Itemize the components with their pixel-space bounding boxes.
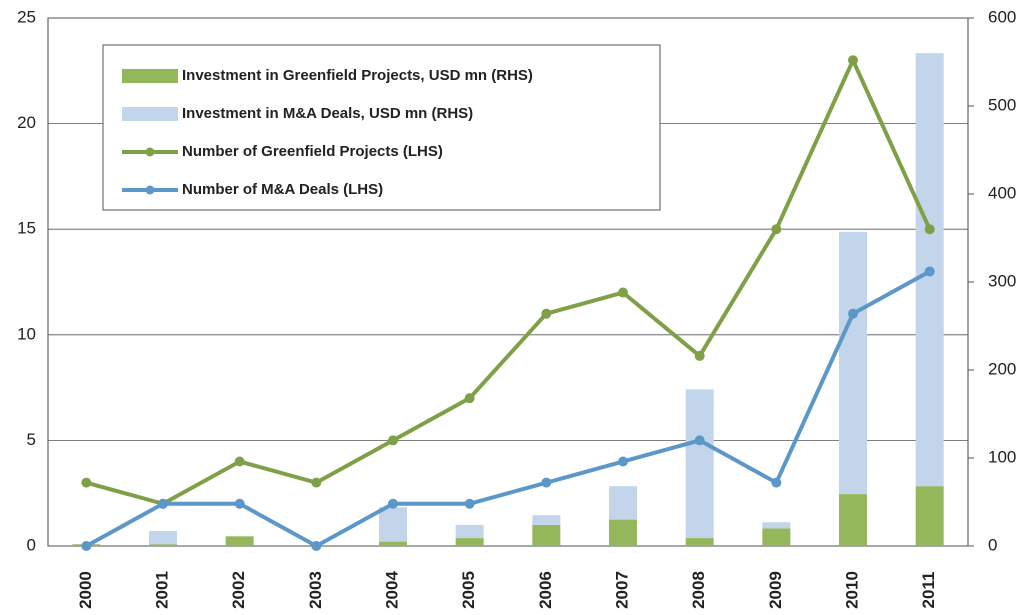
legend-marker: [145, 147, 155, 157]
marker: [618, 287, 628, 298]
bar: [609, 519, 637, 546]
marker: [694, 435, 705, 446]
marker: [311, 477, 322, 488]
x-tick-label: 2010: [842, 571, 861, 609]
y-tick-label: 20: [17, 113, 36, 132]
y2-tick-label: 200: [988, 359, 1016, 378]
bar: [379, 507, 407, 542]
bar: [685, 538, 714, 546]
x-tick-label: 2002: [229, 571, 248, 609]
x-tick-label: 2000: [76, 571, 95, 609]
line: [85, 55, 932, 506]
x-tick-label: 2005: [459, 571, 478, 609]
bar: [762, 522, 791, 529]
y-tick-label: 5: [27, 430, 36, 449]
marker: [848, 308, 858, 319]
bar: [455, 538, 484, 546]
y-tick-label: 25: [17, 7, 36, 26]
y2-tick-label: 500: [988, 95, 1016, 114]
x-tick-label: 2001: [152, 571, 171, 609]
marker: [464, 393, 475, 404]
marker: [388, 435, 398, 446]
y2-tick-label: 600: [988, 7, 1016, 26]
marker: [924, 224, 935, 235]
x-tick-label: 2011: [919, 572, 938, 609]
bar: [762, 528, 791, 546]
marker: [541, 308, 552, 319]
bar: [532, 524, 561, 546]
x-tick-label: 2009: [766, 571, 785, 609]
marker: [694, 350, 705, 361]
bar: [225, 536, 254, 546]
bar: [149, 531, 177, 545]
marker: [771, 224, 782, 235]
x-tick-label: 2008: [689, 571, 708, 609]
marker: [81, 477, 92, 488]
bar: [532, 515, 561, 525]
bar: [839, 494, 867, 546]
legend: [102, 44, 661, 211]
marker: [541, 477, 552, 488]
y-tick-label: 15: [17, 219, 36, 238]
bar: [685, 389, 714, 539]
marker: [618, 456, 628, 467]
legend-marker: [145, 185, 155, 195]
marker: [388, 498, 398, 509]
bar: [379, 541, 407, 546]
x-tick-label: 2007: [612, 571, 631, 609]
legend-label: Investment in M&A Deals, USD mn (RHS): [182, 105, 473, 122]
legend-swatch: [122, 107, 178, 121]
bar: [915, 486, 944, 546]
bar: [839, 231, 867, 495]
marker: [234, 498, 245, 509]
marker: [464, 498, 475, 509]
line: [85, 269, 931, 549]
bar: [609, 486, 637, 520]
y2-tick-label: 400: [988, 183, 1016, 202]
y2-tick-label: 0: [988, 535, 997, 554]
marker: [771, 477, 782, 488]
y-tick-label: 0: [27, 535, 36, 554]
y2-tick-label: 100: [988, 447, 1016, 466]
x-tick-label: 2004: [382, 571, 401, 609]
x-tick-label: 2006: [536, 571, 555, 609]
marker: [158, 498, 168, 509]
legend-label: Number of M&A Deals (LHS): [182, 181, 383, 198]
marker: [848, 55, 858, 66]
y-tick-label: 10: [17, 324, 36, 343]
marker: [924, 266, 935, 277]
x-tick-label: 2003: [306, 571, 325, 609]
marker: [234, 456, 245, 467]
legend-label: Number of Greenfield Projects (LHS): [182, 143, 443, 160]
bar: [455, 524, 484, 539]
legend-label: Investment in Greenfield Projects, USD m…: [182, 67, 533, 84]
bar: [149, 544, 177, 546]
y2-tick-label: 300: [988, 271, 1016, 290]
marker: [81, 541, 92, 551]
marker: [311, 541, 322, 551]
legend-swatch: [122, 69, 178, 83]
